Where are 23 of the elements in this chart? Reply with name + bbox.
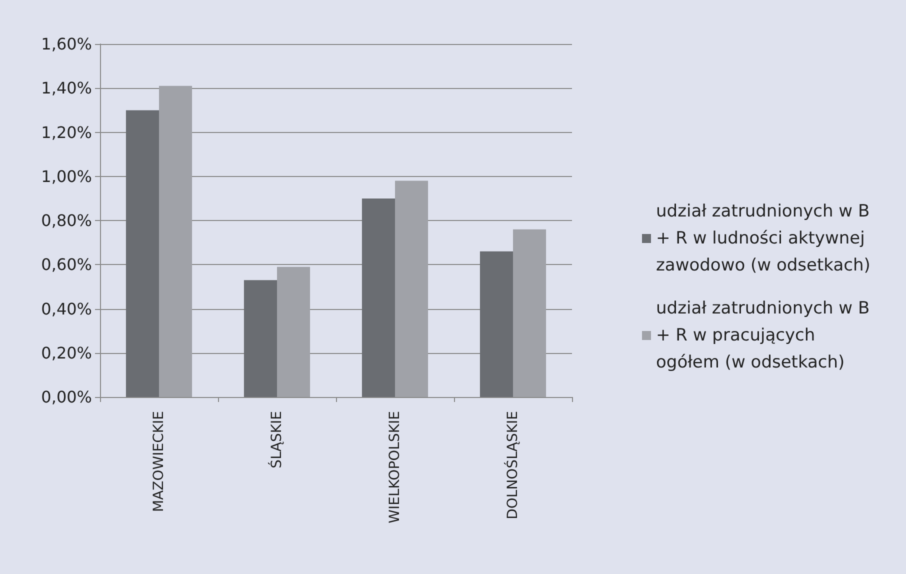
- x-tick-label: ŚLĄSKIE: [268, 411, 285, 468]
- y-tick-label: 0,40%: [41, 299, 92, 318]
- y-tick-label: 0,00%: [41, 388, 92, 406]
- y-tick-label: 1,60%: [41, 34, 92, 54]
- bar: [513, 229, 546, 397]
- bar: [277, 266, 310, 397]
- x-tick-label: WIELKOPOLSKIE: [387, 411, 403, 524]
- x-tick-label: MAZOWIECKIE: [151, 411, 167, 512]
- legend-label: udział zatrudnionych w B + R w ludności aktywnej zawodowo (w odsetkach): [656, 202, 876, 276]
- bar: [159, 86, 192, 397]
- y-tick-label: 0,20%: [41, 343, 92, 362]
- y-tick-label: 0,80%: [41, 211, 92, 230]
- y-tick-label: 0,60%: [41, 255, 92, 274]
- bar: [126, 110, 159, 397]
- bar: [362, 198, 395, 397]
- y-tick-label: 1,00%: [41, 166, 92, 186]
- x-tick-label: DOLNOŚLĄSKIE: [504, 411, 521, 520]
- bar: [480, 251, 513, 397]
- legend-label: udział zatrudnionych w B + R w pracujących ogółem (w odsetkach): [656, 298, 876, 372]
- y-tick-label: 1,20%: [41, 122, 92, 142]
- y-tick-label: 1,40%: [41, 78, 92, 98]
- bar: [395, 180, 428, 397]
- bar: [244, 280, 277, 397]
